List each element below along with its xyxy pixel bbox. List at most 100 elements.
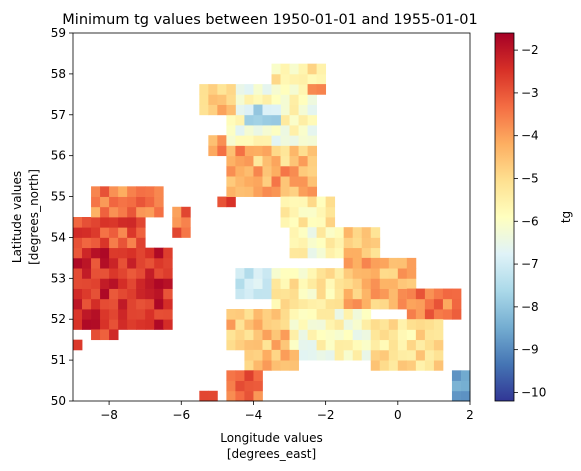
- heatmap-cell: [244, 390, 254, 402]
- heatmap-cell: [262, 349, 272, 361]
- heatmap-cells: [73, 63, 471, 402]
- heatmap-cell: [271, 135, 281, 146]
- heatmap-cell: [73, 309, 83, 320]
- heatmap-cell: [73, 288, 83, 300]
- heatmap-cell: [271, 63, 281, 75]
- heatmap-cell: [307, 84, 318, 95]
- heatmap-cell: [118, 298, 128, 310]
- heatmap-cell: [370, 339, 381, 351]
- x-tick-label: −8: [100, 408, 118, 422]
- heatmap-cell: [424, 309, 435, 320]
- heatmap-cell: [253, 329, 263, 341]
- heatmap-cell: [307, 319, 318, 330]
- heatmap-cell: [235, 165, 245, 177]
- heatmap-cell: [334, 288, 345, 300]
- heatmap-cell: [397, 360, 408, 371]
- heatmap-cell: [307, 227, 318, 238]
- heatmap-cell: [244, 380, 254, 392]
- colorbar-tick-label: −4: [521, 129, 539, 143]
- heatmap-cell: [145, 298, 155, 310]
- heatmap-cell: [379, 360, 390, 371]
- heatmap-cell: [253, 145, 263, 157]
- heatmap-cell: [262, 329, 272, 341]
- heatmap-cell: [433, 309, 444, 320]
- heatmap-cell: [82, 227, 92, 238]
- heatmap-cell: [208, 145, 218, 157]
- chart-title: Minimum tg values between 1950-01-01 and…: [62, 12, 477, 28]
- heatmap-cell: [91, 268, 101, 279]
- heatmap-cell: [298, 288, 308, 300]
- heatmap-cell: [289, 145, 299, 157]
- heatmap-cell: [91, 217, 101, 228]
- heatmap-cell: [415, 298, 426, 310]
- heatmap-cell: [280, 84, 290, 95]
- heatmap-cell: [91, 227, 101, 238]
- heatmap-cell: [280, 288, 290, 300]
- heatmap-cell: [370, 329, 381, 341]
- heatmap-cell: [325, 288, 336, 300]
- heatmap-cell: [307, 278, 318, 289]
- heatmap-cell: [154, 257, 164, 269]
- heatmap-cell: [235, 288, 245, 300]
- heatmap-cell: [226, 165, 236, 177]
- colorbar-label: tg: [559, 211, 573, 223]
- heatmap-cell: [316, 349, 327, 361]
- heatmap-cell: [136, 278, 146, 289]
- heatmap-cell: [325, 339, 336, 351]
- heatmap-cell: [235, 94, 245, 105]
- heatmap-cell: [280, 309, 290, 320]
- heatmap-cell: [91, 329, 101, 341]
- heatmap-cell: [163, 257, 173, 269]
- heatmap-cell: [280, 94, 290, 105]
- heatmap-cell: [226, 104, 236, 116]
- x-tick-label: −4: [245, 408, 263, 422]
- heatmap-cell: [262, 288, 272, 300]
- heatmap-cell: [397, 339, 408, 351]
- heatmap-cell: [136, 227, 146, 238]
- heatmap-cell: [226, 339, 236, 351]
- heatmap-cell: [271, 145, 281, 157]
- heatmap-cell: [289, 135, 299, 146]
- heatmap-cell: [217, 94, 227, 105]
- heatmap-cell: [118, 309, 128, 320]
- heatmap-cell: [433, 298, 444, 310]
- heatmap-cell: [82, 247, 92, 259]
- heatmap-cell: [379, 257, 390, 269]
- heatmap-cell: [307, 165, 318, 177]
- heatmap-cell: [415, 288, 426, 300]
- heatmap-cell: [235, 104, 245, 116]
- heatmap-cell: [244, 155, 254, 167]
- heatmap-cell: [343, 278, 354, 289]
- heatmap-cell: [226, 329, 236, 341]
- heatmap-cell: [325, 268, 336, 279]
- heatmap-cell: [127, 278, 137, 289]
- heatmap-cell: [145, 288, 155, 300]
- y-tick-label: 58: [51, 67, 66, 81]
- heatmap-cell: [109, 329, 119, 341]
- heatmap-cell: [118, 247, 128, 259]
- heatmap-cell: [406, 298, 417, 310]
- heatmap-cell: [199, 390, 209, 402]
- heatmap-cell: [262, 94, 272, 105]
- heatmap-cell: [406, 349, 417, 361]
- heatmap-cell: [343, 247, 354, 259]
- heatmap-cell: [352, 237, 363, 249]
- heatmap-cell: [262, 145, 272, 157]
- heatmap-cell: [388, 278, 399, 289]
- heatmap-cell: [325, 247, 336, 259]
- heatmap-cell: [316, 217, 327, 228]
- heatmap-cell: [388, 360, 399, 371]
- heatmap-cell: [289, 155, 299, 167]
- heatmap-cell: [163, 309, 173, 320]
- heatmap-cell: [433, 329, 444, 341]
- heatmap-cell: [352, 288, 363, 300]
- colorbar-tick-label: −10: [521, 385, 546, 399]
- heatmap-cell: [298, 114, 308, 126]
- heatmap-cell: [91, 186, 101, 197]
- heatmap-cell: [136, 309, 146, 320]
- heatmap-cell: [289, 298, 299, 310]
- colorbar-tick-label: −5: [521, 171, 539, 185]
- heatmap-cell: [271, 288, 281, 300]
- heatmap-cell: [307, 237, 318, 249]
- heatmap-cell: [226, 370, 236, 381]
